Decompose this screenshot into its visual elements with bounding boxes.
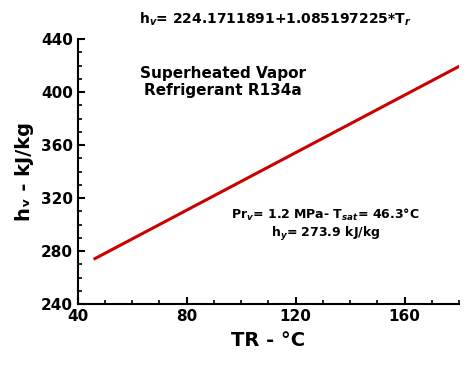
Y-axis label: hᵥ - kJ/kg: hᵥ - kJ/kg [15, 122, 34, 221]
Text: Pr$_v$= 1.2 MPa- T$_{sat}$= 46.3°C
h$_y$= 273.9 kJ/kg: Pr$_v$= 1.2 MPa- T$_{sat}$= 46.3°C h$_y$… [231, 207, 420, 243]
Text: Superheated Vapor
Refrigerant R134a: Superheated Vapor Refrigerant R134a [140, 66, 306, 98]
X-axis label: TR - °C: TR - °C [231, 331, 305, 350]
Text: h$_v$= 224.1711891+1.085197225*T$_r$: h$_v$= 224.1711891+1.085197225*T$_r$ [138, 11, 411, 28]
